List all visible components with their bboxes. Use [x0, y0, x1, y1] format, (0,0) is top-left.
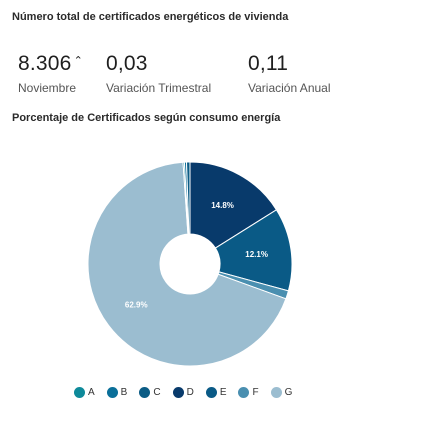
- legend-label: B: [120, 386, 128, 398]
- card-title: Número total de certificados energéticos…: [12, 11, 289, 23]
- legend-item-c[interactable]: C: [139, 386, 161, 398]
- chart-title: Porcentaje de Certificados según consumo…: [12, 112, 281, 124]
- legend-swatch: [139, 386, 151, 398]
- slice-label-e: 12.1%: [245, 250, 268, 259]
- kpi-total-label: Noviembre: [18, 81, 77, 95]
- slice-e[interactable]: [214, 209, 293, 292]
- legend-label: A: [88, 386, 95, 398]
- slice-g[interactable]: [87, 161, 287, 367]
- legend-swatch: [238, 386, 250, 398]
- kpi-annual-label: Variación Anual: [248, 81, 331, 95]
- legend-swatch: [74, 386, 85, 398]
- legend-swatch: [106, 386, 118, 398]
- slice-label-d: 14.8%: [211, 201, 234, 210]
- legend-swatch: [172, 386, 184, 398]
- chart-legend: A B C D E F G: [74, 385, 292, 399]
- legend-item-f[interactable]: F: [238, 386, 259, 398]
- slice-label-g: 62.9%: [125, 300, 148, 309]
- legend-item-e[interactable]: E: [205, 386, 227, 398]
- legend-item-b[interactable]: B: [106, 386, 128, 398]
- legend-swatch: [270, 386, 282, 398]
- legend-label: F: [252, 386, 259, 398]
- legend-label: G: [284, 386, 293, 398]
- kpi-annual-value: 0,11: [248, 52, 289, 75]
- kpi-quarterly-value: 0,03: [106, 52, 148, 75]
- kpi-quarterly-label: Variación Trimestral: [106, 81, 212, 95]
- legend-item-g[interactable]: G: [270, 386, 293, 398]
- trend-up-icon: ⌃: [73, 55, 83, 67]
- slice-d[interactable]: [189, 161, 278, 249]
- slice-c[interactable]: [186, 161, 191, 235]
- legend-label: E: [219, 386, 227, 398]
- legend-item-d[interactable]: D: [172, 386, 194, 398]
- legend-label: C: [153, 386, 161, 398]
- legend-label: D: [186, 386, 194, 398]
- legend-swatch: [205, 386, 217, 398]
- legend-item-a[interactable]: A: [74, 386, 95, 398]
- kpi-total-value: 8.306 ⌃: [18, 52, 83, 75]
